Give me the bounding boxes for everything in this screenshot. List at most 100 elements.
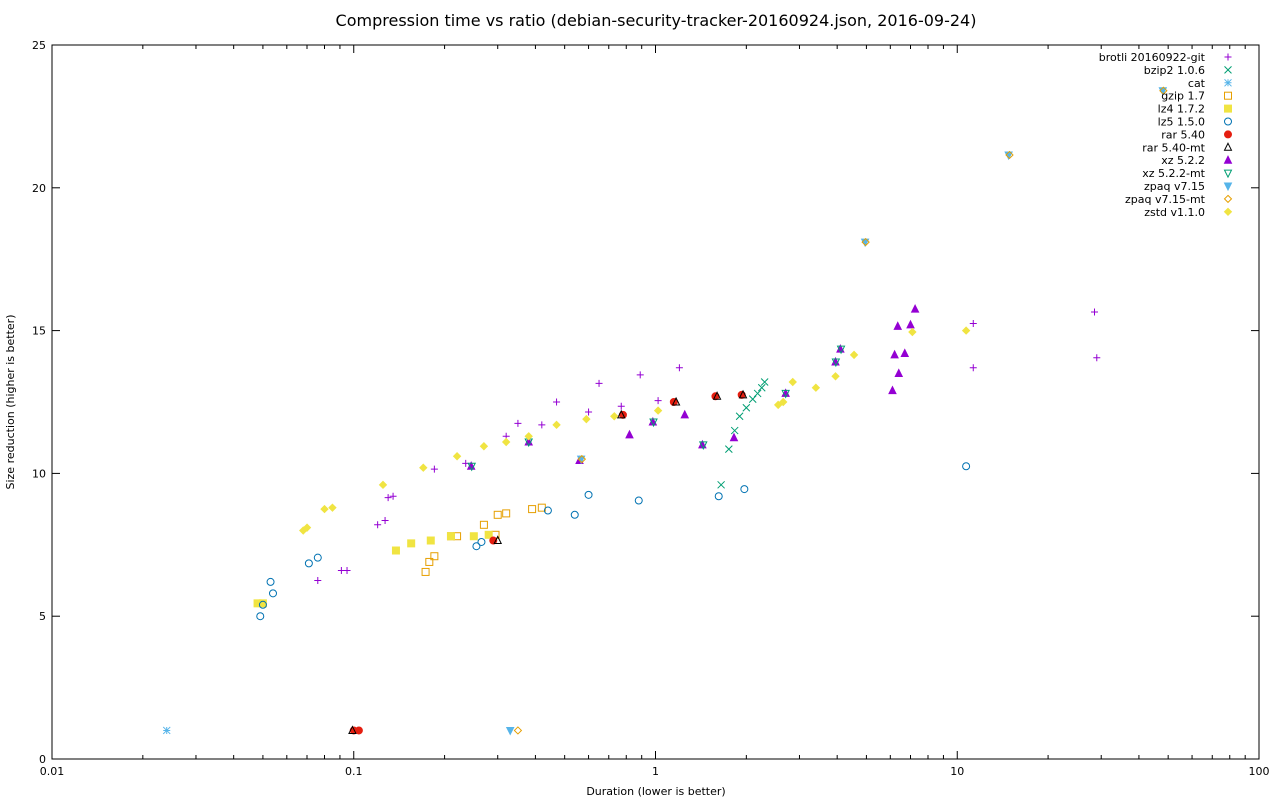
data-point [570,510,579,519]
data-point [616,409,626,419]
data-point [582,414,591,424]
legend-marker [1223,194,1233,204]
data-point [320,504,329,514]
series-10 [505,87,1168,736]
x-tick-label: 0.1 [345,765,363,778]
data-point [419,463,428,472]
data-point [757,383,766,392]
x-axis-label: Duration (lower is better) [586,785,725,798]
data-point [890,349,899,359]
x-tick-label: 10 [950,765,964,778]
data-point [1005,150,1014,160]
legend-entry-label: rar 5.40-mt [1142,141,1205,154]
legend-marker [1224,91,1232,100]
data-point [343,567,351,575]
data-point [552,420,561,430]
legend-entry-label: rar 5.40 [1161,128,1205,141]
series-6 [349,390,746,735]
data-point [577,454,587,464]
data-point [969,319,977,327]
legend-marker [1224,130,1232,139]
data-point [493,510,502,519]
data-point [680,409,690,419]
data-point [788,377,797,387]
data-point [714,492,723,501]
data-point [729,432,739,442]
data-point [407,539,416,548]
data-point [328,503,337,512]
data-point [610,412,619,421]
data-point [698,441,708,450]
data-point [266,577,275,586]
data-point [1093,354,1101,362]
legend-marker [1224,66,1232,74]
data-point [831,358,841,368]
data-point [636,371,644,379]
y-tick-label: 15 [32,325,46,338]
legend-entry-label: xz 5.2.2-mt [1142,167,1205,180]
y-tick-label: 10 [32,467,46,480]
data-point [906,319,915,329]
data-point [258,600,267,609]
data-point [268,589,277,598]
data-point [894,368,904,377]
data-point [900,348,910,357]
data-point [467,462,477,472]
data-point [1159,86,1168,95]
data-point [781,389,790,399]
series-12 [299,326,971,535]
y-tick-label: 5 [39,610,46,623]
data-point [162,726,171,735]
data-point [538,421,546,429]
data-point [742,403,751,412]
data-point [313,553,322,562]
data-point [649,418,658,428]
x-tick-label: 0.01 [40,765,65,778]
data-point [625,429,634,439]
data-point [779,397,788,407]
data-point [513,726,523,735]
legend-marker [1224,53,1232,61]
data-point [724,445,733,453]
data-point [831,372,840,381]
legend-marker [1223,155,1233,164]
y-tick-label: 20 [32,182,46,195]
data-point [493,535,503,545]
data-point [354,726,363,735]
data-point [528,505,537,514]
data-point [653,406,663,415]
data-point [760,378,769,386]
legend-entry-label: lz4 1.7.2 [1158,103,1205,116]
data-point [425,557,434,566]
data-point [479,520,488,529]
data-point [730,426,739,435]
series-0 [314,308,1101,584]
plot-frame [51,44,1260,760]
data-point [773,400,783,410]
data-point [861,237,870,247]
legend-entry-label: zpaq v7.15-mt [1125,193,1206,206]
data-point [374,521,382,529]
data-point [961,326,971,335]
series-11 [513,86,1168,735]
legend-entry-label: brotli 20160922-git [1099,51,1206,64]
data-point [391,546,400,555]
legend-marker [1223,207,1233,217]
data-point [514,419,522,427]
data-point [748,395,757,403]
x-tick-label: 100 [1249,765,1270,778]
series-2 [162,726,171,735]
data-point [910,304,920,313]
data-point [430,465,438,473]
legend-entry-label: xz 5.2.2 [1161,154,1205,167]
data-point [849,350,859,360]
data-point [446,532,455,541]
legend-marker [1223,182,1233,192]
y-axis-label: Size reduction (higher is better) [4,315,17,490]
data-point [712,391,722,400]
data-point [617,402,625,410]
data-point [452,452,462,461]
data-point [738,389,748,399]
